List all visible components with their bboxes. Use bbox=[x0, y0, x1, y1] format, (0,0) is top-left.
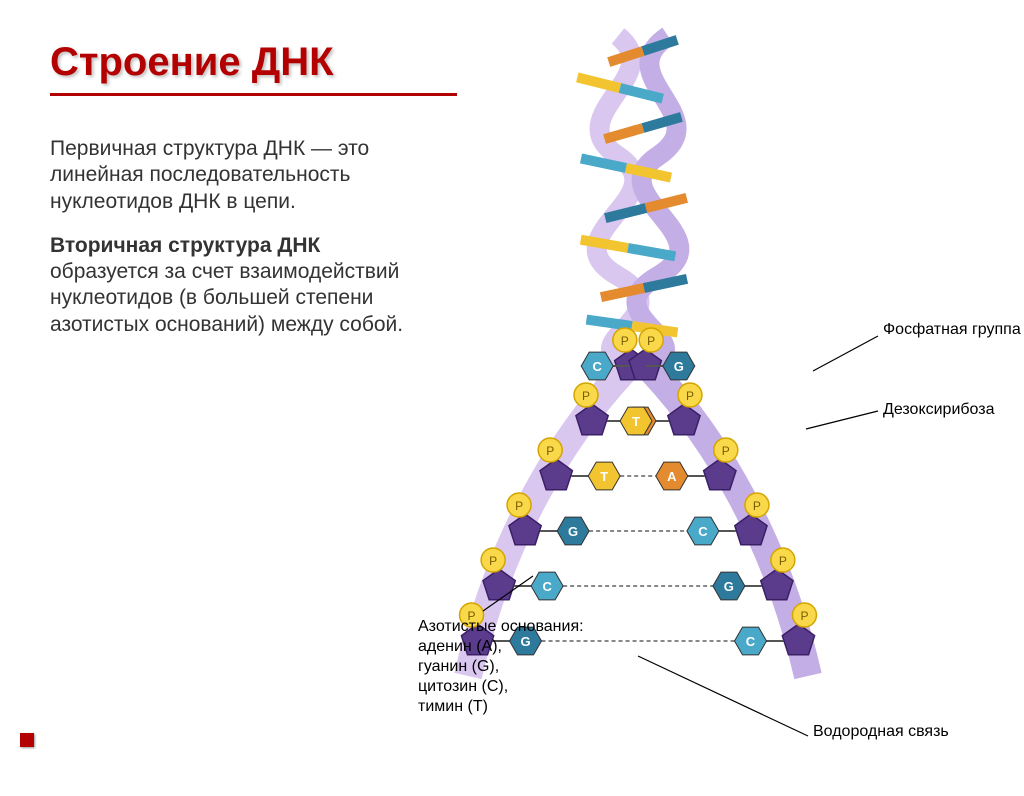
deoxyribose-line bbox=[806, 411, 878, 429]
svg-text:P: P bbox=[801, 609, 809, 623]
phosphate-line bbox=[813, 336, 878, 371]
label-phosphate: Фосфатная группа bbox=[883, 321, 1021, 338]
svg-text:C: C bbox=[543, 579, 553, 594]
svg-text:C: C bbox=[746, 634, 756, 649]
svg-text:P: P bbox=[779, 554, 787, 568]
svg-text:T: T bbox=[632, 414, 640, 429]
text-column: Первичная структура ДНК — это линейная п… bbox=[50, 106, 438, 727]
text-block: Первичная структура ДНК — это линейная п… bbox=[50, 136, 428, 338]
svg-text:G: G bbox=[521, 634, 531, 649]
label-hbond-1: Водородная связь bbox=[813, 723, 949, 740]
svg-text:C: C bbox=[698, 524, 708, 539]
helix-top bbox=[576, 35, 688, 366]
label-base-3: тимин (T) bbox=[418, 698, 488, 715]
svg-text:P: P bbox=[489, 554, 497, 568]
svg-text:P: P bbox=[582, 389, 590, 403]
svg-text:P: P bbox=[621, 334, 629, 348]
hbond-line bbox=[638, 656, 808, 736]
right-backbone-open bbox=[638, 356, 808, 676]
label-base-2: цитозин (C), bbox=[418, 678, 508, 695]
base-pair: P P C G bbox=[481, 548, 795, 600]
title-underline bbox=[50, 93, 457, 96]
svg-text:G: G bbox=[568, 524, 578, 539]
svg-text:P: P bbox=[686, 389, 694, 403]
svg-text:T: T bbox=[600, 469, 608, 484]
label-base-1: гуанин (G), bbox=[418, 658, 499, 675]
p2-body: образуется за счет взаимодействий нуклео… bbox=[50, 260, 403, 336]
svg-text:G: G bbox=[674, 359, 684, 374]
svg-text:P: P bbox=[753, 499, 761, 513]
dna-diagram: PPGCPPATPPTAPPGCPPCGPPGC Фосфатная групп… bbox=[408, 16, 1024, 796]
p1-body: Первичная структура ДНК — это линейная п… bbox=[50, 137, 369, 213]
paragraph-1: Первичная структура ДНК — это линейная п… bbox=[50, 136, 428, 215]
base-pair: PPAT bbox=[574, 383, 702, 435]
svg-text:P: P bbox=[722, 444, 730, 458]
svg-text:G: G bbox=[724, 579, 734, 594]
paragraph-2: Вторичная структура ДНК образуется за сч… bbox=[50, 233, 428, 338]
svg-text:C: C bbox=[593, 359, 603, 374]
svg-text:P: P bbox=[546, 444, 554, 458]
svg-text:A: A bbox=[667, 469, 677, 484]
label-deoxyribose: Дезоксирибоза bbox=[883, 401, 995, 418]
label-bases-title: Азотистые основания: bbox=[418, 618, 584, 635]
svg-text:P: P bbox=[647, 334, 655, 348]
p2-lead: Вторичная структура ДНК bbox=[50, 234, 320, 257]
base-pair: P P G C bbox=[581, 328, 695, 380]
diagram-column: PPGCPPATPPTAPPGCPPCGPPGC Фосфатная групп… bbox=[438, 106, 974, 727]
svg-text:P: P bbox=[515, 499, 523, 513]
slide-bullet-icon bbox=[20, 733, 34, 747]
label-base-0: аденин (A), bbox=[418, 638, 502, 655]
